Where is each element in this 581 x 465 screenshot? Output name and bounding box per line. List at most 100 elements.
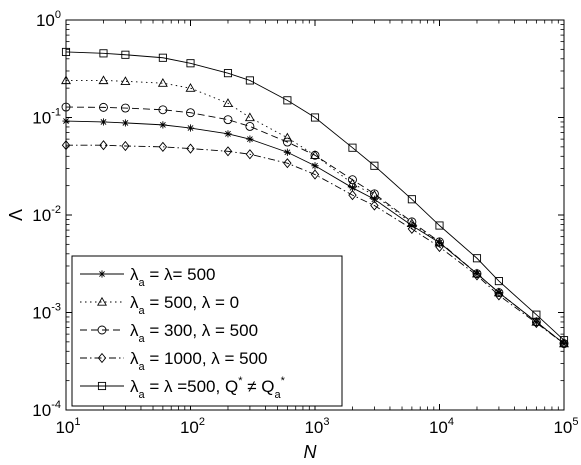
data-point-s3-14 bbox=[494, 288, 504, 298]
data-point-s2-5 bbox=[223, 98, 233, 107]
data-point-s3-9 bbox=[348, 175, 357, 185]
data-point-s3-10 bbox=[369, 189, 379, 199]
data-point-s1-5 bbox=[224, 130, 232, 138]
data-point-s3-8 bbox=[310, 150, 320, 160]
data-point-s3-13 bbox=[472, 269, 482, 279]
data-point-s5-4 bbox=[186, 59, 195, 68]
legend-marker-s1 bbox=[98, 270, 106, 278]
y-tick-label: 10-3 bbox=[32, 302, 61, 323]
series-s5 bbox=[61, 47, 569, 345]
x-tick-label: 105 bbox=[553, 416, 578, 437]
data-point-s3-4 bbox=[186, 108, 195, 118]
data-point-s3-7 bbox=[282, 137, 292, 147]
data-point-s5-12 bbox=[435, 221, 444, 230]
data-point-s4-8 bbox=[310, 169, 320, 180]
data-point-s5-10 bbox=[370, 161, 379, 170]
x-axis-label: N bbox=[304, 442, 318, 462]
y-tick-label: 10-1 bbox=[32, 107, 61, 128]
data-point-s4-7 bbox=[283, 158, 292, 169]
data-point-s1-8 bbox=[311, 162, 319, 170]
data-point-s1-4 bbox=[186, 124, 195, 132]
data-point-s4-1 bbox=[99, 140, 108, 151]
axes-layer bbox=[65, 19, 565, 411]
data-point-s5-14 bbox=[494, 277, 503, 286]
series-s3 bbox=[61, 102, 569, 349]
data-point-s1-2 bbox=[121, 119, 130, 127]
data-point-s3-11 bbox=[407, 217, 417, 227]
data-point-s5-8 bbox=[310, 113, 320, 122]
y-tick-label: 10-4 bbox=[32, 399, 61, 420]
series-line-s4 bbox=[66, 144, 565, 344]
data-point-s5-11 bbox=[407, 195, 416, 204]
legend-entry-s3: λa = 300, λ = 500 bbox=[80, 321, 258, 345]
data-point-s4-10 bbox=[370, 200, 379, 211]
series-line-s3 bbox=[65, 106, 565, 344]
data-point-s4-13 bbox=[472, 270, 482, 281]
data-point-s1-10 bbox=[370, 195, 379, 203]
data-point-s2-3 bbox=[157, 78, 168, 87]
legend-box bbox=[71, 255, 343, 407]
data-point-s4-12 bbox=[435, 241, 444, 253]
data-point-s4-6 bbox=[245, 149, 255, 160]
data-point-s5-7 bbox=[283, 96, 292, 105]
legend-marker-s4 bbox=[97, 352, 107, 364]
data-point-s5-13 bbox=[472, 254, 482, 263]
data-point-s3-6 bbox=[245, 121, 255, 131]
data-point-s2-4 bbox=[185, 83, 196, 92]
legend-marker-s5 bbox=[97, 381, 107, 391]
legend-entry-s5: λa = λ =500, Q* ≠ Qa* bbox=[80, 375, 286, 401]
data-point-s4-2 bbox=[121, 140, 130, 152]
data-point-s2-10 bbox=[369, 189, 380, 199]
legend-entry-s1: λa = λ= 500 bbox=[80, 265, 216, 289]
y-tick-label: 10-2 bbox=[32, 204, 61, 225]
data-point-s3-3 bbox=[158, 105, 168, 115]
data-point-s1-6 bbox=[246, 135, 254, 143]
legend-label-s1: λa = λ= 500 bbox=[130, 265, 216, 289]
series-layer bbox=[61, 47, 569, 349]
legend-marker-s3 bbox=[97, 325, 107, 335]
data-point-s3-1 bbox=[99, 102, 108, 112]
data-point-s5-2 bbox=[121, 50, 130, 59]
data-point-s5-3 bbox=[158, 53, 167, 62]
data-point-s2-8 bbox=[310, 150, 320, 159]
data-point-s3-12 bbox=[435, 237, 444, 247]
data-point-s1-9 bbox=[348, 184, 357, 192]
data-point-s2-7 bbox=[282, 132, 293, 142]
legend: λa = λ= 500 λa = 500, λ = 0 λa = 300, λ = … bbox=[71, 255, 343, 407]
x-tick-label: 103 bbox=[304, 416, 329, 437]
y-axis-label: Λ bbox=[6, 209, 26, 221]
legend-marker-s2 bbox=[97, 296, 107, 306]
legend-label-s3: λa = 300, λ = 500 bbox=[130, 321, 258, 345]
data-point-s5-5 bbox=[223, 69, 233, 78]
x-tick-label: 104 bbox=[429, 416, 454, 437]
data-point-s1-3 bbox=[159, 121, 167, 129]
data-point-s2-2 bbox=[120, 76, 131, 85]
legend-label-s5: λa = λ =500, Q* ≠ Qa* bbox=[130, 375, 286, 401]
series-line-s5 bbox=[65, 51, 565, 341]
x-tick-label: 102 bbox=[180, 416, 205, 437]
data-point-s1-7 bbox=[283, 148, 291, 156]
legend-entry-s2: λa = 500, λ = 0 bbox=[80, 293, 239, 317]
data-point-s4-11 bbox=[407, 223, 417, 235]
legend-label-s2: λa = 500, λ = 0 bbox=[130, 293, 239, 317]
data-point-s4-3 bbox=[158, 141, 168, 152]
data-point-s4-4 bbox=[186, 143, 195, 154]
data-point-s4-9 bbox=[348, 189, 357, 201]
x-tick-label: 101 bbox=[55, 416, 80, 437]
data-point-s5-9 bbox=[348, 143, 357, 152]
data-point-s3-2 bbox=[120, 103, 130, 113]
data-point-s1-1 bbox=[99, 118, 108, 126]
data-point-s4-14 bbox=[494, 290, 504, 301]
legend-label-s4: λa = 1000, λ = 500 bbox=[130, 349, 268, 373]
data-point-s2-1 bbox=[98, 75, 109, 85]
data-point-s5-15 bbox=[532, 310, 541, 319]
data-point-s4-15 bbox=[532, 317, 541, 329]
data-point-s5-6 bbox=[245, 76, 254, 85]
legend-entry-s4: λa = 1000, λ = 500 bbox=[80, 349, 268, 373]
tick-labels: 101 102 103 104 105 10-4 10-3 10-2 10-1 100 bbox=[32, 9, 578, 437]
data-point-s3-5 bbox=[223, 115, 233, 125]
data-point-s2-14 bbox=[493, 287, 504, 297]
data-point-s4-5 bbox=[223, 146, 233, 157]
y-tick-label: 100 bbox=[36, 9, 61, 30]
